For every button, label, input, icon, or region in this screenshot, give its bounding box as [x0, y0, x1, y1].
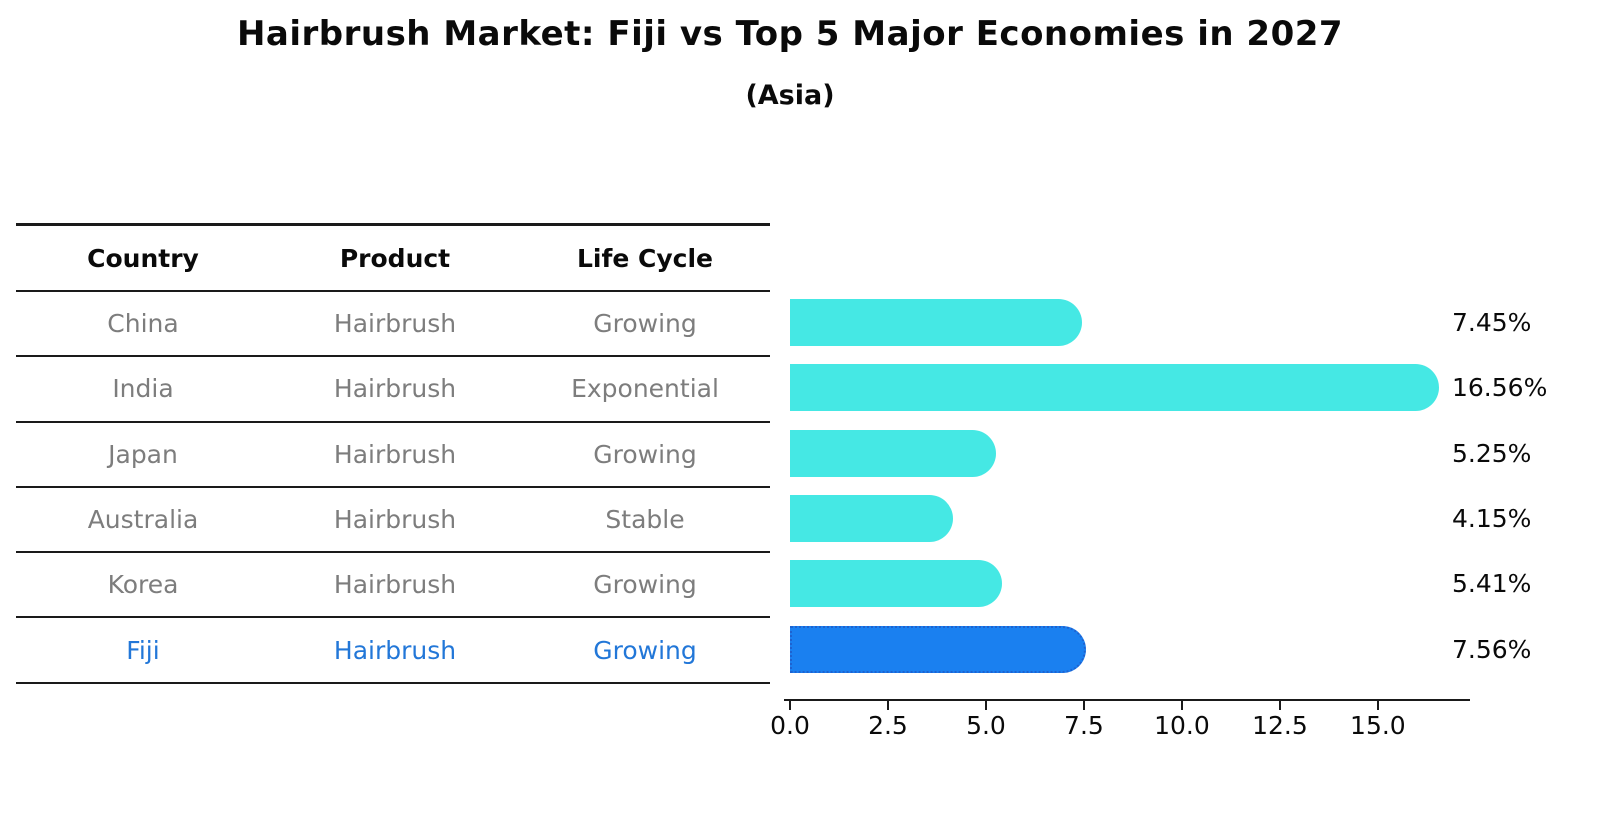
row-life-cycle-cell: Growing: [593, 439, 697, 469]
row-product-cell: Hairbrush: [333, 374, 457, 404]
x-axis-tick-label: 2.5: [868, 711, 908, 740]
column-header-country: Country: [87, 243, 199, 273]
x-axis-tick-mark: [1376, 701, 1379, 710]
column-header-product: Product: [339, 243, 451, 273]
row-country-cell: China: [107, 309, 179, 339]
bar-australia: [790, 494, 953, 542]
x-axis-tick-label: 0.0: [770, 711, 810, 740]
x-axis-tick-label: 10.0: [1154, 711, 1210, 740]
x-axis-line: [784, 699, 1470, 701]
chart-subtitle: (Asia): [745, 80, 835, 111]
bar-value-label: 7.45%: [1452, 308, 1532, 338]
row-country-cell: Fiji: [126, 635, 160, 665]
x-axis-tick-mark: [1082, 701, 1085, 710]
table-row: Australia Hairbrush Stable: [16, 488, 770, 554]
row-life-cycle-cell: Stable: [605, 505, 685, 535]
bar-value-label: 4.15%: [1452, 504, 1532, 534]
row-life-cycle-cell: Exponential: [571, 374, 719, 404]
bar-row: [790, 421, 1470, 486]
country-table: Country Product Life Cycle China Hairbrus…: [16, 223, 770, 684]
table-row: India Hairbrush Exponential: [16, 357, 770, 423]
bar-value-label: 5.41%: [1452, 569, 1532, 599]
bar-row: [790, 617, 1470, 682]
table-row: Fiji Hairbrush Growing: [16, 618, 770, 684]
bar-value-label: 16.56%: [1452, 373, 1548, 403]
row-product-cell: Hairbrush: [333, 635, 457, 665]
x-axis-tick-label: 12.5: [1252, 711, 1308, 740]
bar-value-label: 5.25%: [1452, 438, 1532, 468]
x-axis-tick-mark: [984, 701, 987, 710]
bar-row: [790, 290, 1470, 355]
bar-korea: [790, 560, 1003, 608]
row-country-cell: Australia: [87, 505, 199, 535]
x-axis-tick-label: 5.0: [966, 711, 1006, 740]
bar-fiji: [790, 625, 1087, 673]
value-label-column: 7.45% 16.56% 5.25% 4.15% 5.41% 7.56%: [1452, 290, 1602, 682]
bar-india: [790, 364, 1440, 412]
table-row: China Hairbrush Growing: [16, 292, 770, 358]
row-life-cycle-cell: Growing: [593, 635, 697, 665]
x-axis-tick-mark: [886, 701, 889, 710]
x-axis-tick-mark: [789, 701, 791, 710]
x-axis-tick-mark: [1180, 701, 1183, 710]
bar-row: [790, 486, 1470, 551]
row-country-cell: Japan: [108, 439, 178, 469]
chart-title: Hairbrush Market: Fiji vs Top 5 Major Ec…: [236, 14, 1344, 54]
row-country-cell: India: [112, 374, 174, 404]
x-axis-tick-mark: [1278, 701, 1281, 710]
bar-value-label: 7.56%: [1452, 634, 1532, 664]
row-product-cell: Hairbrush: [333, 505, 457, 535]
bar-row: [790, 551, 1470, 616]
x-axis-tick-label: 15.0: [1350, 711, 1406, 740]
row-product-cell: Hairbrush: [333, 439, 457, 469]
bar-row: [790, 355, 1470, 420]
table-header-row: Country Product Life Cycle: [16, 226, 770, 292]
table-row: Korea Hairbrush Growing: [16, 553, 770, 619]
table-row: Japan Hairbrush Growing: [16, 423, 770, 488]
row-life-cycle-cell: Growing: [593, 570, 697, 600]
bar-china: [790, 299, 1082, 346]
row-product-cell: Hairbrush: [333, 570, 457, 600]
table-top-rule: [16, 223, 770, 226]
bar-plot-area: [790, 290, 1470, 682]
row-life-cycle-cell: Growing: [593, 309, 697, 339]
row-country-cell: Korea: [107, 570, 179, 600]
column-header-life-cycle: Life Cycle: [576, 243, 714, 273]
table-body: China Hairbrush Growing India Hairbrush Expon…: [16, 292, 770, 684]
row-product-cell: Hairbrush: [333, 309, 457, 339]
x-axis-tick-label: 7.5: [1064, 711, 1104, 740]
bar-japan: [790, 429, 996, 477]
